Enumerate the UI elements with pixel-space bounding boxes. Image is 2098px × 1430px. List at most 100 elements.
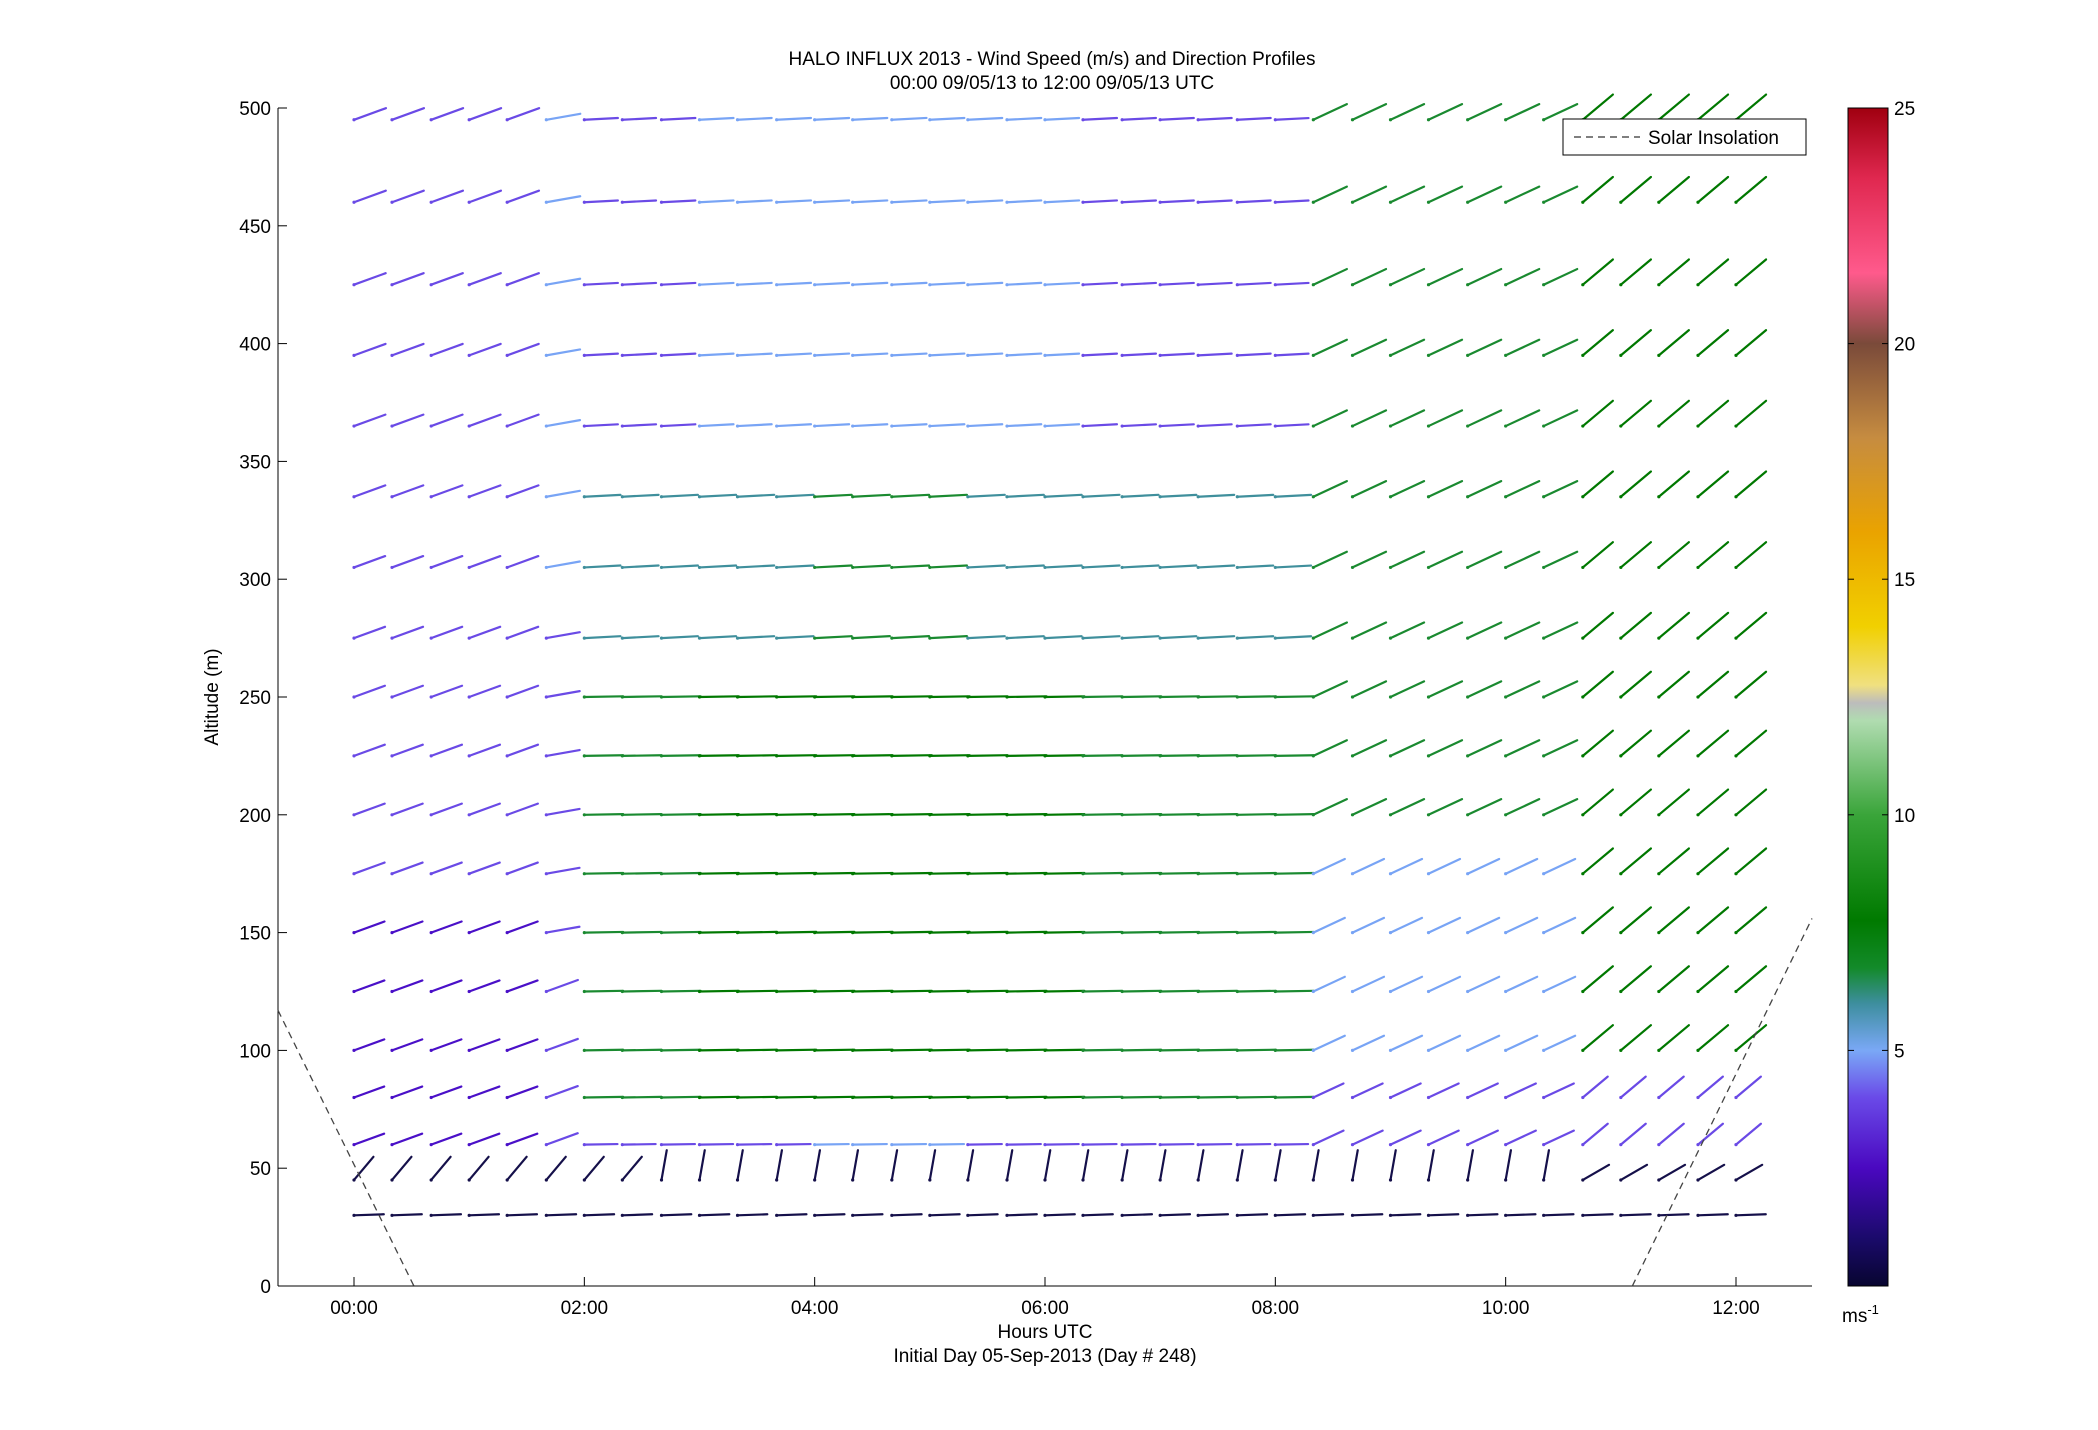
wind-barb [545, 195, 582, 204]
wind-barb-tip [1043, 1143, 1047, 1147]
wind-barb-tip [1120, 1095, 1124, 1100]
wind-barb-tip [1504, 813, 1508, 817]
wind-barb-tip [352, 989, 356, 994]
wind-barb-tip [890, 1143, 894, 1147]
x-tick-label: 04:00 [791, 1298, 839, 1319]
wind-barb-tip [966, 353, 970, 357]
wind-barb-tip [1311, 872, 1315, 876]
wind-barb [775, 1213, 808, 1217]
wind-barb-tip [735, 565, 740, 570]
wind-barb [1081, 635, 1121, 640]
wind-barb [1043, 813, 1086, 816]
wind-barb [621, 564, 660, 569]
wind-barb [1734, 1024, 1768, 1052]
wind-barb-tip [890, 1048, 894, 1052]
wind-barb [1657, 670, 1690, 699]
wind-barb [1657, 1024, 1690, 1052]
wind-barb [1696, 1122, 1724, 1146]
wind-barb [851, 1149, 860, 1182]
wind-barb-tip [1696, 754, 1700, 758]
wind-barb-tip [735, 424, 740, 428]
wind-barb-tip [429, 424, 433, 428]
wind-barb-tip [620, 495, 624, 499]
wind-barb-tip [1734, 495, 1738, 499]
wind-barb [1619, 1024, 1652, 1052]
wind-barb-tip [1273, 931, 1277, 935]
wind-barb [390, 1155, 413, 1182]
wind-barb-tip [1466, 495, 1470, 499]
wind-barb [1696, 965, 1730, 993]
wind-barb-tip [429, 872, 433, 876]
wind-barb [390, 861, 424, 875]
wind-barb [736, 564, 776, 569]
colorbar-unit: ms [1842, 1306, 1867, 1327]
wind-barb [1236, 695, 1278, 699]
wind-barb-tip [620, 636, 624, 640]
wind-barb [1466, 409, 1503, 428]
wind-barb-tip [1235, 1213, 1239, 1217]
wind-barb [352, 1213, 385, 1217]
wind-barb [1351, 103, 1388, 121]
wind-barb [468, 802, 501, 816]
wind-barb-tip [1581, 1095, 1585, 1100]
wind-barb-tip [1158, 636, 1162, 640]
wind-barb [430, 1085, 463, 1099]
wind-barb [1389, 798, 1426, 816]
wind-barb-tip [1196, 283, 1200, 287]
wind-barb [1619, 965, 1652, 993]
wind-barb [736, 423, 773, 428]
wind-barb-tip [1657, 1095, 1661, 1100]
wind-barb-tip [1043, 1095, 1047, 1100]
wind-barb-tip [467, 1178, 471, 1182]
wind-barb-tip [1350, 1143, 1355, 1147]
wind-barb [1121, 423, 1158, 428]
wind-barb [1197, 813, 1239, 816]
wind-barb-tip [775, 495, 779, 499]
wind-barb-tip [1081, 1143, 1085, 1147]
wind-barb [621, 930, 663, 934]
wind-barb-tip [1120, 1213, 1124, 1217]
wind-barb-tip [928, 200, 932, 204]
wind-barb-tip [620, 200, 624, 204]
wind-barb [1734, 1163, 1764, 1182]
wind-barb-tip [659, 813, 664, 817]
wind-barb [736, 199, 773, 204]
wind-barb [1389, 1213, 1422, 1217]
wind-barb [1657, 1213, 1690, 1217]
wind-barb [1312, 975, 1346, 993]
wind-barb-tip [582, 118, 586, 122]
wind-barb-tip [1426, 695, 1431, 699]
wind-barb [1312, 1213, 1345, 1217]
wind-barb-tip [544, 931, 548, 935]
wind-barb [1389, 267, 1426, 286]
wind-barb-tip [659, 495, 664, 499]
wind-barb [1466, 550, 1503, 569]
wind-barb [775, 871, 818, 875]
wind-barb-tip [1734, 1048, 1738, 1052]
wind-barb-tip [1120, 1143, 1124, 1147]
wind-barb [506, 979, 539, 993]
wind-barb-tip [775, 118, 779, 122]
wind-barb-tip [505, 118, 509, 122]
wind-barb-tip [1005, 1048, 1009, 1052]
wind-barb [1312, 739, 1348, 758]
wind-barb-tip [1426, 1143, 1431, 1147]
wind-barb [583, 930, 625, 934]
wind-barb [390, 625, 425, 640]
wind-barb [1696, 1024, 1730, 1052]
wind-barb [736, 281, 773, 286]
wind-barb [813, 754, 856, 758]
wind-barb [1427, 975, 1462, 993]
wind-barb [1581, 470, 1614, 498]
wind-barb [430, 861, 463, 875]
wind-barb-tip [1388, 1213, 1393, 1217]
wind-barb [1466, 1149, 1475, 1182]
wind-barb-tip [1426, 1095, 1431, 1100]
wind-barb-tip [966, 989, 970, 994]
wind-barb [890, 116, 928, 121]
wind-barb-tip [1388, 495, 1393, 499]
wind-barb-tip [1311, 695, 1315, 699]
wind-barb [1581, 965, 1614, 993]
wind-barb-tip [620, 1143, 624, 1147]
wind-barb [1542, 338, 1579, 357]
